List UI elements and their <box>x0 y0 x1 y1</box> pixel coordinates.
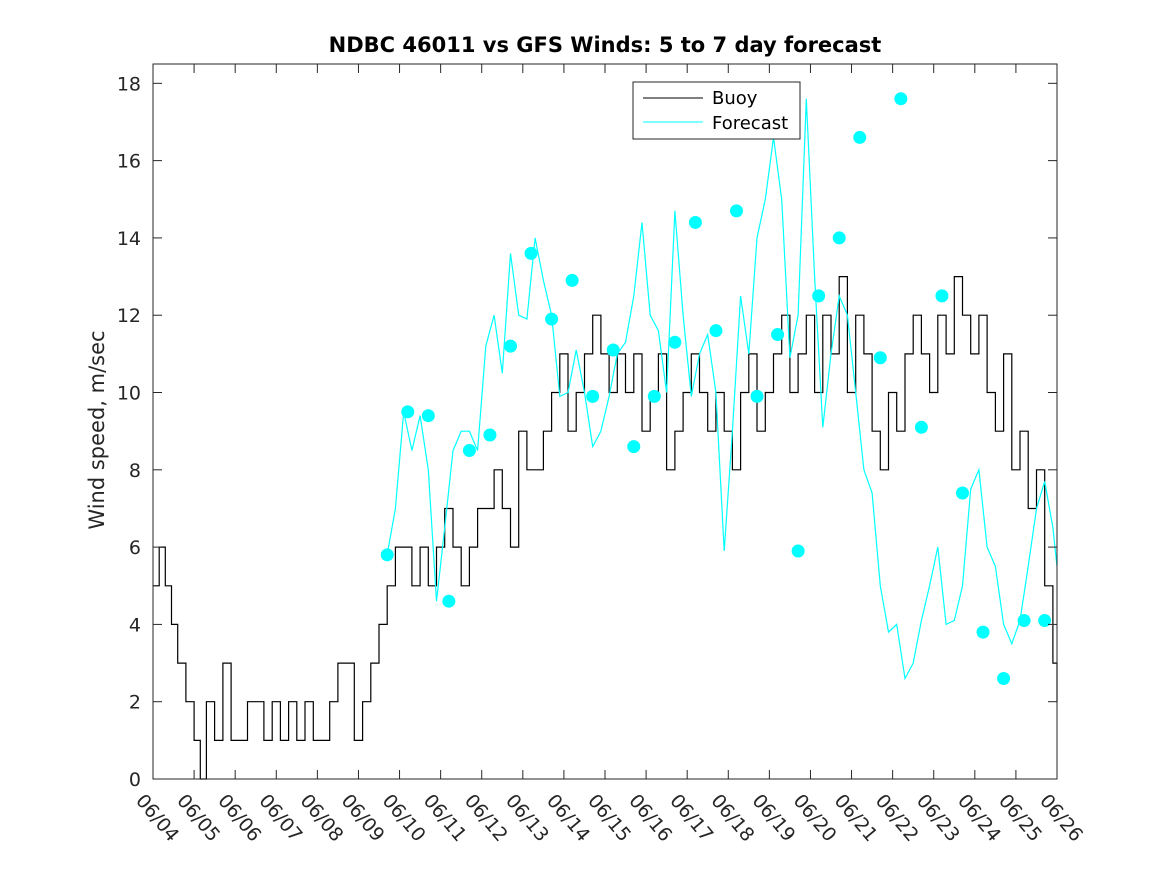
forecast-marker <box>729 204 743 218</box>
forecast-marker <box>647 389 661 403</box>
forecast-marker <box>976 625 990 639</box>
x-tick-label: 06/17 <box>665 790 717 846</box>
x-tick-label: 06/12 <box>460 790 512 846</box>
forecast-marker <box>421 409 435 423</box>
forecast-marker <box>627 440 641 454</box>
plot-area <box>153 64 1057 779</box>
forecast-marker <box>812 289 826 303</box>
forecast-marker <box>1017 614 1031 628</box>
forecast-marker <box>914 420 928 434</box>
y-tick-label: 0 <box>129 769 141 791</box>
forecast-marker <box>955 486 969 500</box>
y-axis-label: Wind speed, m/sec <box>85 330 109 529</box>
forecast-marker <box>462 443 476 457</box>
y-tick-label: 8 <box>129 460 141 482</box>
x-tick-label: 06/21 <box>830 790 882 846</box>
forecast-series-line <box>386 98 1058 681</box>
series-layer <box>153 98 1058 780</box>
legend-box <box>632 81 801 140</box>
forecast-marker <box>565 273 579 287</box>
forecast-marker <box>750 389 764 403</box>
legend-label-buoy: Buoy <box>712 88 758 109</box>
x-tick-label: 06/24 <box>953 790 1005 846</box>
x-tick-label: 06/16 <box>624 790 676 846</box>
forecast-marker <box>688 215 702 229</box>
x-tick-label: 06/10 <box>378 790 430 846</box>
y-tick-label: 14 <box>117 228 141 250</box>
x-tick-label: 06/26 <box>1035 790 1087 846</box>
x-tick-label: 06/23 <box>912 790 964 846</box>
x-tick-label: 06/19 <box>748 790 800 846</box>
y-tick-label: 18 <box>117 73 141 95</box>
x-tick-label: 06/07 <box>254 790 306 846</box>
x-tick-label: 06/18 <box>706 790 758 846</box>
forecast-marker <box>442 594 456 608</box>
legend: Buoy Forecast <box>632 81 801 140</box>
forecast-markers <box>380 92 1052 686</box>
forecast-marker <box>586 389 600 403</box>
forecast-marker <box>401 405 415 419</box>
y-tick-label: 10 <box>117 383 141 405</box>
forecast-marker <box>832 231 846 245</box>
x-tick-label: 06/25 <box>994 790 1046 846</box>
forecast-marker <box>791 544 805 558</box>
x-tick-label: 06/11 <box>419 790 471 846</box>
forecast-marker <box>709 324 723 338</box>
forecast-marker <box>380 548 394 562</box>
x-tick-label: 06/14 <box>542 790 594 846</box>
x-tick-label: 06/20 <box>789 790 841 846</box>
forecast-marker <box>1038 614 1052 628</box>
x-tick-label: 06/04 <box>131 790 183 846</box>
y-tick-label: 2 <box>129 692 141 714</box>
forecast-marker <box>668 335 682 349</box>
x-tick-label: 06/13 <box>501 790 553 846</box>
forecast-marker <box>771 328 785 342</box>
forecast-marker <box>483 428 497 442</box>
legend-label-forecast: Forecast <box>712 113 788 134</box>
forecast-marker <box>873 351 887 365</box>
buoy-series-line <box>153 276 1058 780</box>
x-tick-label: 06/22 <box>871 790 923 846</box>
x-tick-label: 06/15 <box>583 790 635 846</box>
x-tick-label: 06/08 <box>296 790 348 846</box>
y-tick-label: 6 <box>129 537 141 559</box>
x-tick-label: 06/05 <box>172 790 224 846</box>
forecast-marker <box>606 343 620 357</box>
forecast-marker <box>894 92 908 106</box>
x-tick-label: 06/09 <box>337 790 389 846</box>
y-tick-label: 12 <box>117 305 141 327</box>
forecast-marker <box>524 246 538 260</box>
forecast-marker <box>935 289 949 303</box>
forecast-marker <box>503 339 517 353</box>
forecast-marker <box>545 312 559 326</box>
y-tick-label: 16 <box>117 151 141 173</box>
y-tick-label: 4 <box>129 614 141 636</box>
forecast-marker <box>997 672 1011 686</box>
forecast-marker <box>853 130 867 144</box>
x-tick-label: 06/06 <box>213 790 265 846</box>
y-ticks: 0 2 4 6 8 10 12 14 16 18 <box>117 73 1057 791</box>
chart-title: NDBC 46011 vs GFS Winds: 5 to 7 day fore… <box>329 33 882 57</box>
